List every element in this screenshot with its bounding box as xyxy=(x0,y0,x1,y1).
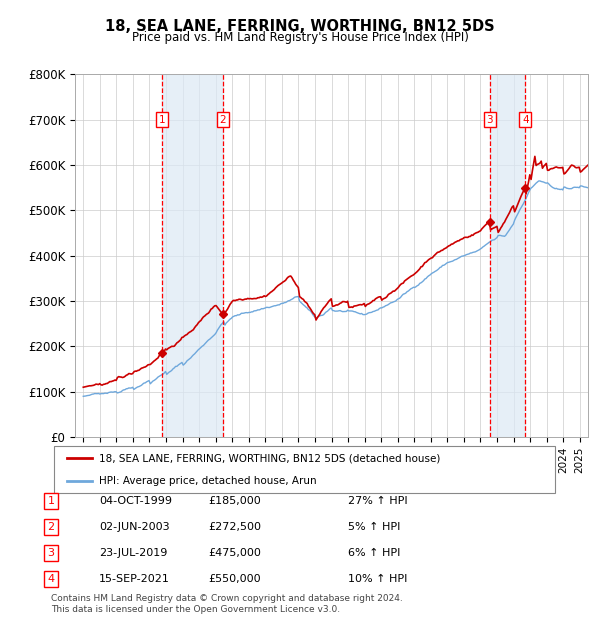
Bar xyxy=(162,74,223,437)
Text: 1: 1 xyxy=(158,115,165,125)
Text: Contains HM Land Registry data © Crown copyright and database right 2024.
This d: Contains HM Land Registry data © Crown c… xyxy=(51,595,403,614)
Text: 23-JUL-2019: 23-JUL-2019 xyxy=(99,548,167,558)
Text: 04-OCT-1999: 04-OCT-1999 xyxy=(99,496,172,506)
Text: £185,000: £185,000 xyxy=(208,496,261,506)
Text: 18, SEA LANE, FERRING, WORTHING, BN12 5DS (detached house): 18, SEA LANE, FERRING, WORTHING, BN12 5D… xyxy=(99,453,440,464)
Text: 15-SEP-2021: 15-SEP-2021 xyxy=(99,574,170,584)
Text: 4: 4 xyxy=(47,574,55,584)
Text: 1: 1 xyxy=(47,496,55,506)
Text: HPI: Average price, detached house, Arun: HPI: Average price, detached house, Arun xyxy=(99,476,317,486)
Text: 10% ↑ HPI: 10% ↑ HPI xyxy=(348,574,407,584)
Text: 27% ↑ HPI: 27% ↑ HPI xyxy=(348,496,407,506)
Text: 02-JUN-2003: 02-JUN-2003 xyxy=(99,522,170,532)
Text: 2: 2 xyxy=(47,522,55,532)
Bar xyxy=(490,74,525,437)
Text: £550,000: £550,000 xyxy=(208,574,261,584)
Text: 4: 4 xyxy=(522,115,529,125)
Text: 5% ↑ HPI: 5% ↑ HPI xyxy=(348,522,400,532)
FancyBboxPatch shape xyxy=(54,446,555,493)
Text: £272,500: £272,500 xyxy=(208,522,261,532)
Text: 2: 2 xyxy=(219,115,226,125)
Text: 18, SEA LANE, FERRING, WORTHING, BN12 5DS: 18, SEA LANE, FERRING, WORTHING, BN12 5D… xyxy=(105,19,495,33)
Text: Price paid vs. HM Land Registry's House Price Index (HPI): Price paid vs. HM Land Registry's House … xyxy=(131,31,469,44)
Text: 3: 3 xyxy=(487,115,493,125)
Text: £475,000: £475,000 xyxy=(208,548,261,558)
Text: 6% ↑ HPI: 6% ↑ HPI xyxy=(348,548,400,558)
Text: 3: 3 xyxy=(47,548,55,558)
